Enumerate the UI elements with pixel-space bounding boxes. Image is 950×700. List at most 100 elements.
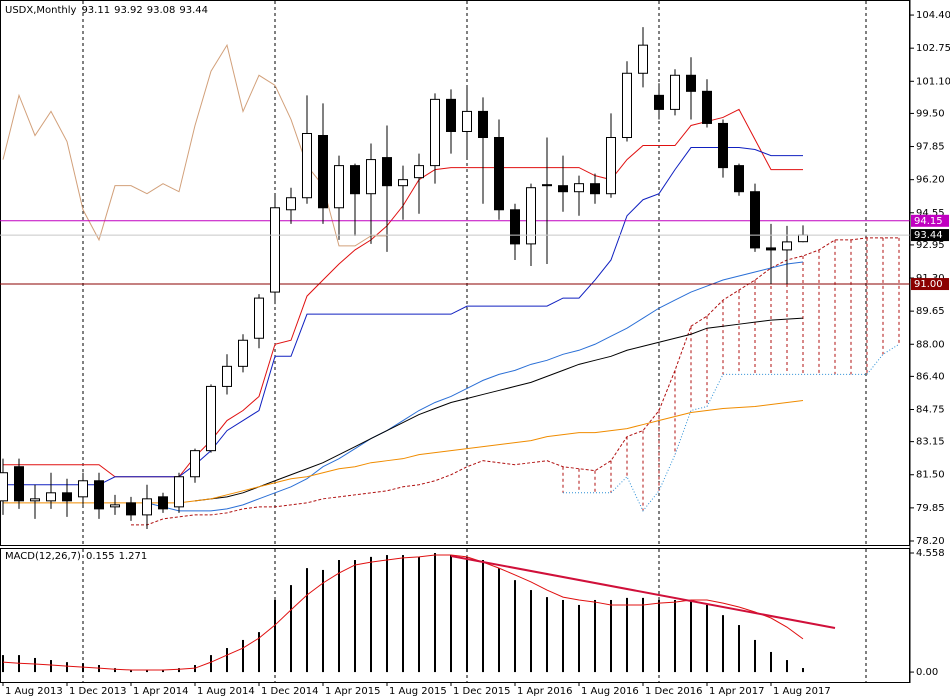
y-tick-label: 104.40 <box>916 10 950 21</box>
x-tick-label: 1 Apr 2014 <box>133 686 188 697</box>
candle-body <box>750 191 760 249</box>
x-tick-label: 1 Dec 2013 <box>69 686 127 697</box>
candle-body <box>782 241 792 251</box>
y-tick-label: 94.55 <box>916 208 945 219</box>
candle-body <box>654 94 664 110</box>
candle-body <box>670 74 680 110</box>
candle-body <box>78 480 88 498</box>
candle-body <box>110 504 120 508</box>
y-tick-label: 101.10 <box>916 76 950 87</box>
candle-body <box>158 496 168 510</box>
candle-body <box>414 165 424 179</box>
macd-title: MACD(12,26,7) 0.155 1.271 <box>5 551 147 562</box>
y-tick-label: 78.20 <box>916 536 945 547</box>
x-tick-label: 1 Dec 2016 <box>645 686 703 697</box>
candle-body <box>206 385 216 452</box>
y-tick-label: 92.95 <box>916 240 945 251</box>
candle-body <box>510 209 520 245</box>
candle-body <box>190 450 200 478</box>
y-tick-label: 99.50 <box>916 108 945 119</box>
candle-body <box>286 197 296 211</box>
y-tick-label: 79.85 <box>916 503 945 514</box>
close-badge <box>911 229 949 242</box>
y-tick-label: 102.75 <box>916 43 950 54</box>
y-tick-label: 97.85 <box>916 142 945 153</box>
level-label: 94.15 <box>914 216 943 227</box>
candle-body <box>622 72 632 139</box>
candle-body <box>766 247 776 251</box>
macd-tick-label: 0.00 <box>916 667 938 678</box>
chart-title: USDX,Monthly 93.11 93.92 93.08 93.44 <box>5 5 208 16</box>
symbol: USDX,Monthly <box>5 5 77 16</box>
candle-body <box>254 297 264 339</box>
candle-body <box>334 165 344 209</box>
open: 93.11 <box>81 5 110 16</box>
indicator-line <box>3 399 804 504</box>
candle-body <box>62 492 72 502</box>
level-badge <box>911 214 949 227</box>
x-tick-label: 1 Apr 2015 <box>325 686 380 697</box>
x-tick-label: 1 Apr 2016 <box>517 686 572 697</box>
candle-body <box>350 165 360 195</box>
x-tick-label: 1 Aug 2013 <box>5 686 63 697</box>
x-tick-label: 1 Dec 2014 <box>261 686 319 697</box>
candle-body <box>382 157 392 187</box>
candle-body <box>558 185 568 193</box>
candle-body <box>798 234 808 243</box>
price-layer <box>0 27 910 529</box>
candle-body <box>734 165 744 193</box>
candle-body <box>46 492 56 502</box>
macd-value: 0.155 <box>86 551 115 562</box>
level-label: 91.00 <box>914 279 943 290</box>
high: 93.92 <box>114 5 143 16</box>
candle-body <box>94 480 104 510</box>
candle-body <box>606 137 616 195</box>
span-a <box>131 237 899 526</box>
x-tick-label: 1 Aug 2017 <box>773 686 831 697</box>
y-tick-label: 89.65 <box>916 306 945 317</box>
candle-body <box>366 159 376 195</box>
price-pane <box>0 0 910 546</box>
x-tick-label: 1 Aug 2014 <box>197 686 255 697</box>
candle-body <box>590 183 600 195</box>
candle-body <box>222 365 232 387</box>
y-tick-label: 86.40 <box>916 371 945 382</box>
candle-body <box>238 339 248 367</box>
x-tick-label: 1 Apr 2017 <box>709 686 764 697</box>
candle-body <box>478 110 488 139</box>
indicator-line <box>194 317 804 502</box>
macd-layer <box>2 553 804 673</box>
candle-body <box>526 187 536 245</box>
candle-body <box>494 137 504 211</box>
signal-line <box>2 554 804 671</box>
macd-tick-label: 4.558 <box>916 548 945 559</box>
x-tick-label: 1 Aug 2016 <box>581 686 639 697</box>
trend-line <box>450 555 836 629</box>
candle-body <box>702 90 712 124</box>
close: 93.44 <box>179 5 208 16</box>
candle-body <box>0 472 8 502</box>
candle-body <box>174 476 184 508</box>
candle-body <box>126 502 136 516</box>
y-tick-label: 96.20 <box>916 175 945 186</box>
macd-pane <box>0 548 910 683</box>
candle-body <box>142 498 152 516</box>
candle-body <box>446 98 456 132</box>
candle-body <box>398 179 408 187</box>
candle-body <box>302 132 312 199</box>
close-label: 93.44 <box>914 230 943 241</box>
macd-label: MACD(12,26,7) <box>5 551 81 562</box>
signal-value: 1.271 <box>119 551 148 562</box>
candle-body <box>718 122 728 169</box>
y-tick-label: 88.00 <box>916 339 945 350</box>
y-tick-label: 81.50 <box>916 470 945 481</box>
candle-body <box>686 74 696 92</box>
indicator-line <box>3 147 803 486</box>
candle-body <box>270 207 280 293</box>
y-tick-label: 83.15 <box>916 437 945 448</box>
candle-body <box>542 184 552 187</box>
candle-body <box>462 110 472 132</box>
candle-body <box>318 134 328 209</box>
